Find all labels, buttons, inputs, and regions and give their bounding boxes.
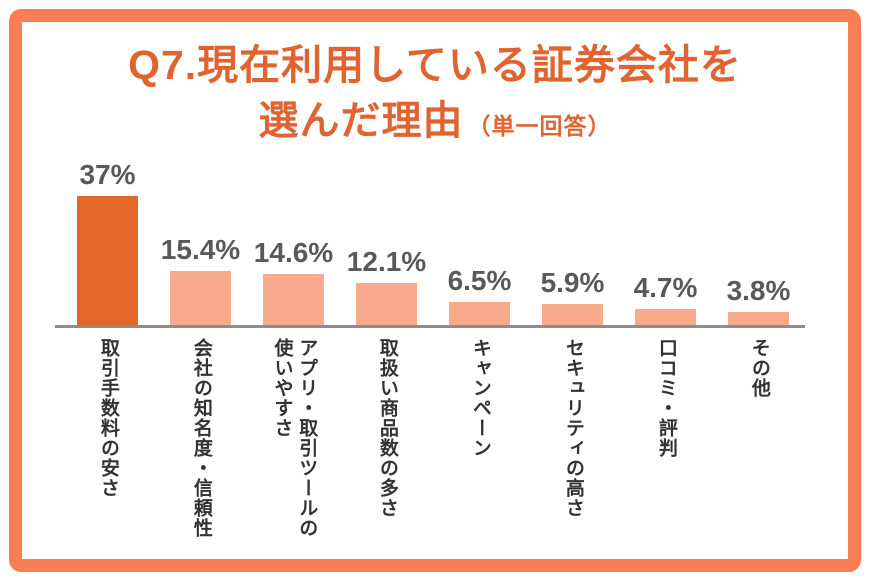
- category-label-column: 取扱い商品数の多さ: [376, 338, 398, 518]
- bar: [635, 308, 696, 325]
- category-label: 会社の知名度・信頼性: [188, 338, 213, 538]
- bar-group: 37%: [61, 152, 154, 325]
- bar-value-label: 5.9%: [540, 267, 605, 299]
- bar: [542, 304, 603, 325]
- bar-value-label: 12.1%: [346, 245, 427, 277]
- category-label: アプリ・取引ツールの 使いやすさ: [269, 338, 318, 538]
- category-label-column: セキュリティの高さ: [562, 338, 584, 518]
- category-slot: アプリ・取引ツールの 使いやすさ: [247, 338, 340, 538]
- bar-value-label: 6.5%: [447, 265, 512, 297]
- bar: [77, 195, 138, 325]
- category-slot: セキュリティの高さ: [526, 338, 619, 518]
- bar-group: 12.1%: [340, 152, 433, 325]
- category-label-column: キャンペーン: [469, 338, 491, 458]
- category-label: 取扱い商品数の多さ: [374, 338, 399, 518]
- category-label-column: その他: [748, 338, 770, 398]
- category-slot: キャンペーン: [433, 338, 526, 458]
- bar-value-label: 37%: [79, 158, 136, 190]
- title-line2-main: 選んだ理由: [258, 99, 464, 144]
- bar-value-label: 15.4%: [160, 234, 241, 266]
- category-labels-row: 取引手数料の安さ 会社の知名度・信頼性 アプリ・取引ツールの 使いやすさ 取扱い商品数の…: [61, 338, 805, 538]
- category-slot: 会社の知名度・信頼性: [154, 338, 247, 538]
- bar-value-label: 14.6%: [253, 236, 334, 268]
- category-label: その他: [746, 338, 771, 398]
- category-label: セキュリティの高さ: [560, 338, 585, 518]
- bar: [263, 273, 324, 325]
- category-label-column: 口コミ・評判: [655, 338, 677, 458]
- title-line2-sub: （単一回答）: [467, 113, 612, 140]
- bar-group: 4.7%: [619, 152, 712, 325]
- category-slot: 取引手数料の安さ: [61, 338, 154, 498]
- category-label-column: 使いやすさ: [271, 338, 293, 438]
- x-axis-line: [55, 325, 805, 328]
- chart-title: Q7.現在利用している証券会社を 選んだ理由 （単一回答）: [0, 42, 870, 144]
- category-slot: 取扱い商品数の多さ: [340, 338, 433, 518]
- bar-group: 15.4%: [154, 152, 247, 325]
- category-label: キャンペーン: [467, 338, 492, 458]
- bar-group: 6.5%: [433, 152, 526, 325]
- category-label-column: 取引手数料の安さ: [97, 338, 119, 498]
- category-label: 口コミ・評判: [653, 338, 678, 458]
- bar-group: 14.6%: [247, 152, 340, 325]
- bar-value-label: 3.8%: [726, 274, 791, 306]
- bar: [449, 302, 510, 325]
- category-label-column: 会社の知名度・信頼性: [190, 338, 212, 538]
- title-line2: 選んだ理由 （単一回答）: [0, 98, 870, 144]
- category-slot: 口コミ・評判: [619, 338, 712, 458]
- bar: [728, 311, 789, 325]
- bar: [170, 271, 231, 325]
- bar-group: 3.8%: [712, 152, 805, 325]
- category-label-column: アプリ・取引ツールの: [296, 338, 318, 538]
- category-label: 取引手数料の安さ: [95, 338, 120, 498]
- bars-row: 37% 15.4% 14.6% 12.1% 6.5% 5.9% 4.7% 3.8%: [61, 152, 805, 325]
- bar-group: 5.9%: [526, 152, 619, 325]
- bar-value-label: 4.7%: [633, 271, 698, 303]
- title-line1: Q7.現在利用している証券会社を: [128, 42, 742, 88]
- category-slot: その他: [712, 338, 805, 398]
- bar: [356, 282, 417, 325]
